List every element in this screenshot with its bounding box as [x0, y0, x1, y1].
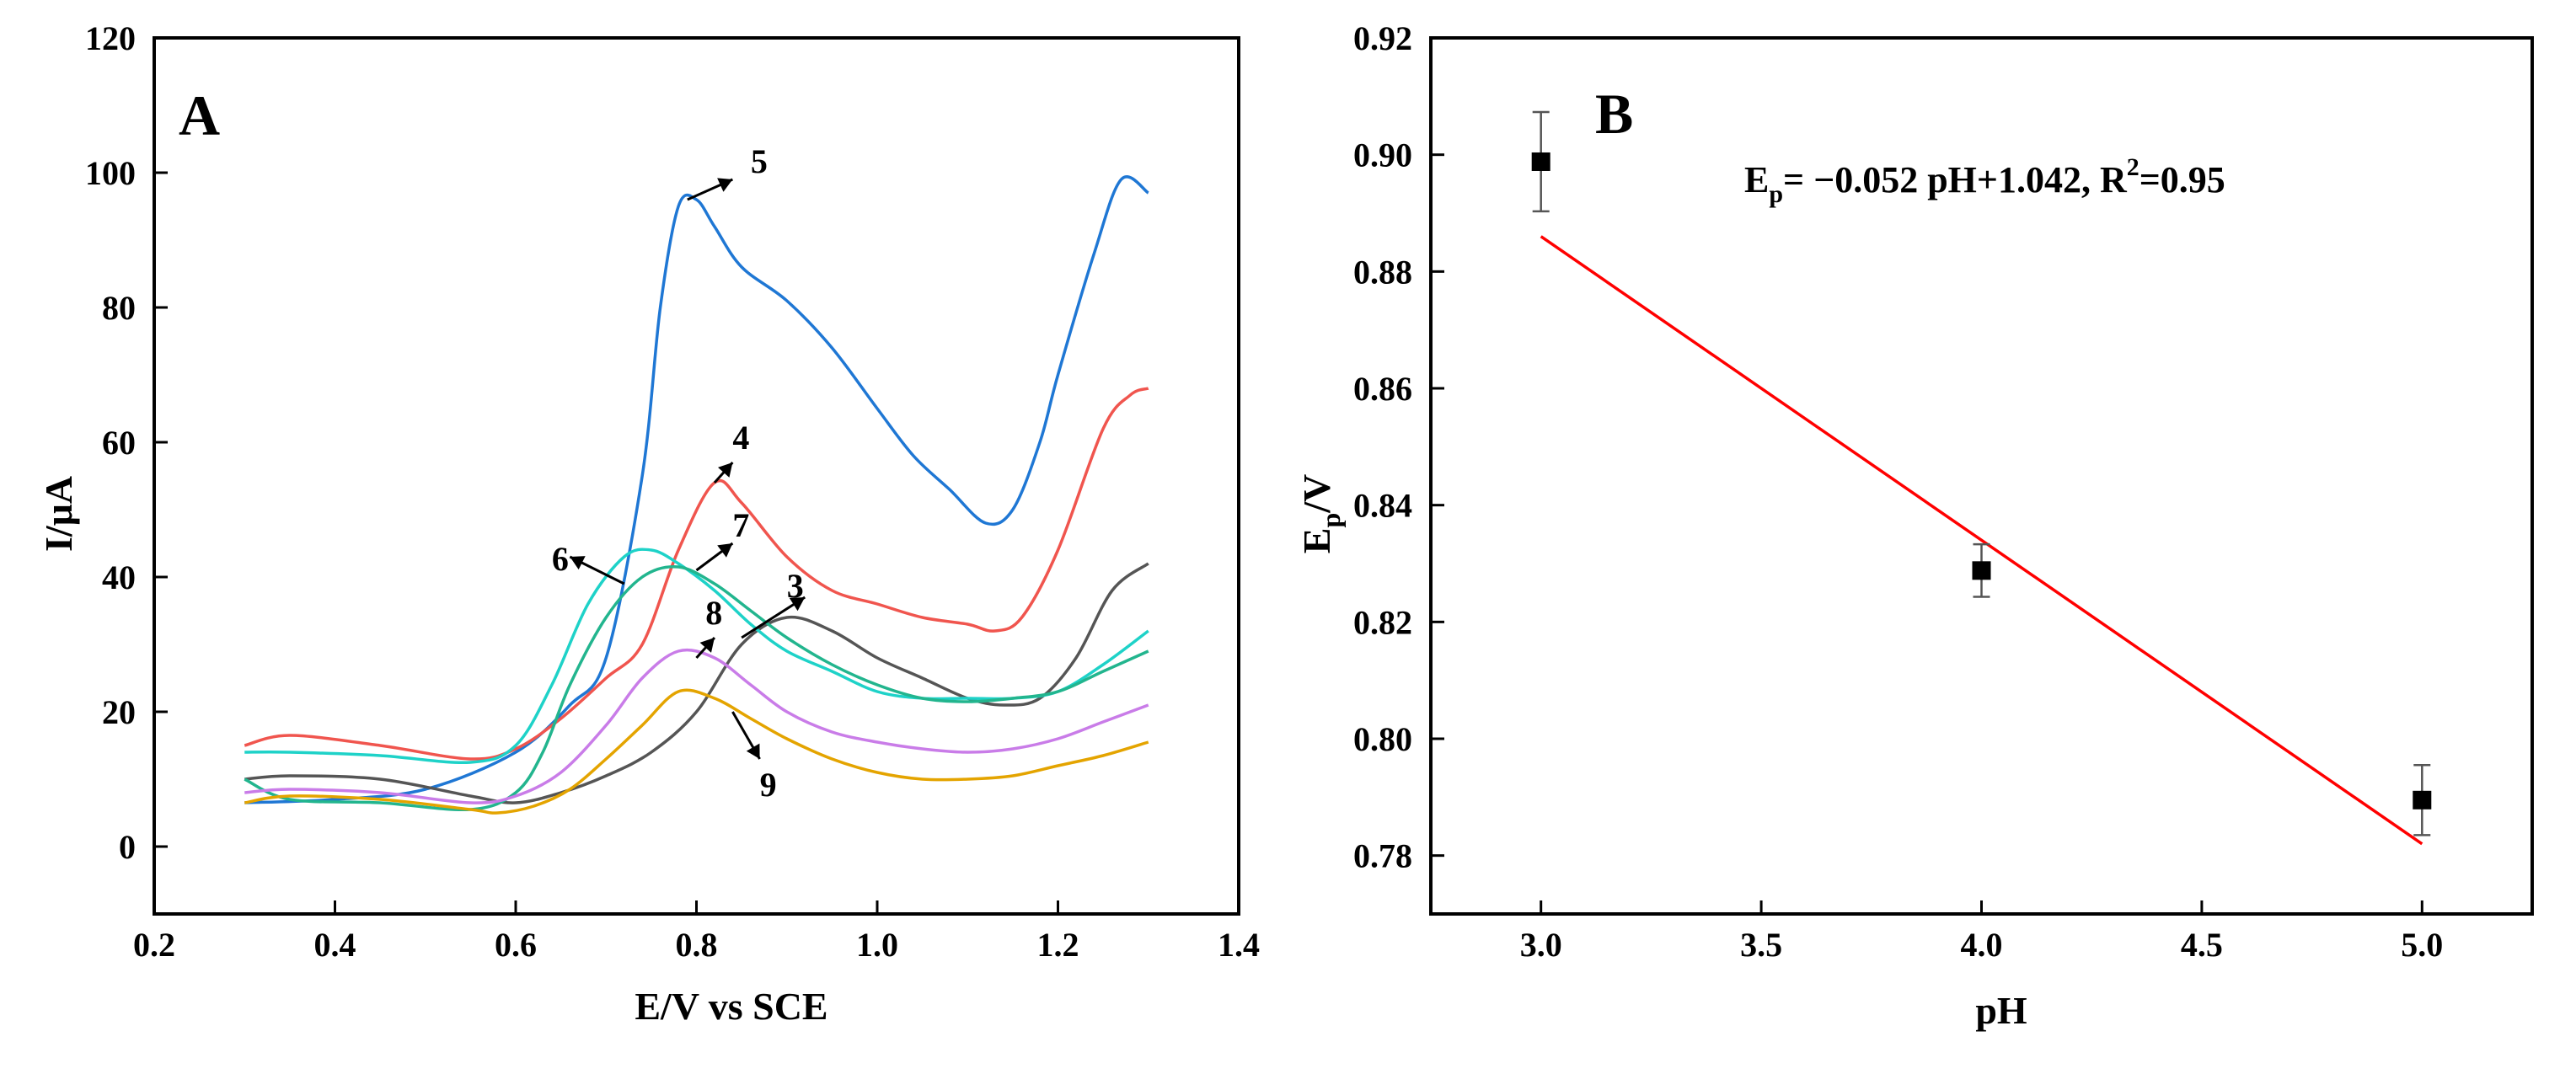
- series-3-line: [244, 562, 1149, 804]
- eq-sub: p: [1769, 180, 1783, 208]
- eq-tail: =0.95: [2140, 159, 2225, 200]
- x-tick-label: 1.2: [1037, 926, 1079, 964]
- panel-b-xlabel: pH: [1975, 989, 2027, 1032]
- x-tick-label: 4.5: [2181, 926, 2223, 964]
- series-9-label: 9: [760, 766, 777, 804]
- y-tick-label: 120: [85, 19, 136, 57]
- eq-main: E: [1744, 159, 1769, 200]
- y-tick-label: 40: [102, 558, 136, 596]
- series-9-arrowhead: [746, 743, 760, 759]
- series-5-line: [244, 175, 1149, 804]
- series-4-arrowhead: [718, 462, 733, 478]
- panel-a-frame: [153, 36, 1240, 916]
- series-6-arrowhead: [570, 556, 586, 570]
- panel-b-ticks: 3.0 3.5 4.0 4.5 5.0 0.78 0.80 0.82 0.84 0.86 0.88 0…: [1353, 19, 2443, 964]
- panel-a-curve-labels: 5 4 3 6 7 8 9: [552, 142, 806, 804]
- y-tick-label: 0.86: [1353, 370, 1412, 408]
- y-tick-label: 60: [102, 424, 136, 462]
- y-tick-label: 0.88: [1353, 253, 1412, 291]
- data-point: [2413, 790, 2432, 810]
- x-tick-label: 1.0: [856, 926, 898, 964]
- series-7-line: [244, 564, 1149, 812]
- series-5-label: 5: [751, 142, 768, 180]
- series-4-line: [244, 387, 1149, 761]
- ylabel-tail: /V: [1295, 474, 1338, 514]
- y-tick-label: 20: [102, 693, 136, 731]
- series-6-label: 6: [552, 540, 569, 578]
- y-tick-label: 80: [102, 289, 136, 327]
- ylabel-main: E: [1295, 528, 1338, 554]
- x-tick-label: 0.2: [133, 926, 175, 964]
- panel-b-ylabel: Ep/V: [1295, 474, 1346, 553]
- series-8-label: 8: [705, 594, 722, 632]
- x-tick-label: 3.0: [1520, 926, 1562, 964]
- x-tick-label: 0.8: [676, 926, 718, 964]
- panel-a-ticks: 0.2 0.4 0.6 0.8 1.0 1.2 1.4 0 20 40 60 80 100 120: [85, 19, 1260, 964]
- x-tick-label: 3.5: [1740, 926, 1782, 964]
- panel-a-series: [244, 175, 1149, 815]
- series-7-arrowhead: [717, 543, 733, 558]
- x-tick-label: 4.0: [1961, 926, 2003, 964]
- eq-mid: = −0.052 pH+1.042, R: [1783, 159, 2128, 200]
- panel-a-letter: A: [179, 83, 220, 147]
- x-tick-label: 0.6: [495, 926, 537, 964]
- series-4-label: 4: [732, 419, 749, 457]
- series-3-arrowhead: [789, 597, 806, 612]
- x-tick-label: 0.4: [314, 926, 356, 964]
- panel-a-xlabel: E/V vs SCE: [635, 985, 827, 1028]
- y-tick-label: 0.84: [1353, 487, 1412, 525]
- panel-b-points: [1531, 110, 2432, 836]
- panel-b: 3.0 3.5 4.0 4.5 5.0 0.78 0.80 0.82 0.84 0.86 0.88 0…: [1295, 19, 2534, 1032]
- y-tick-label: 0: [119, 828, 136, 866]
- data-point: [1972, 561, 1991, 580]
- panel-b-fit: [1540, 235, 2423, 846]
- x-tick-label: 1.4: [1218, 926, 1260, 964]
- y-tick-label: 0.92: [1353, 19, 1412, 57]
- y-tick-label: 0.82: [1353, 603, 1412, 641]
- panel-a-ylabel: I/μA: [37, 476, 80, 552]
- series-8-line: [244, 648, 1149, 804]
- series-8-arrowhead: [699, 638, 715, 653]
- ylabel-sub: p: [1315, 513, 1346, 528]
- x-tick-label: 5.0: [2401, 926, 2443, 964]
- eq-sup: 2: [2127, 153, 2140, 181]
- y-tick-label: 0.90: [1353, 136, 1412, 174]
- series-7-label: 7: [732, 506, 749, 544]
- series-5-arrowhead: [717, 178, 733, 192]
- y-tick-label: 0.78: [1353, 837, 1412, 875]
- panel-b-letter: B: [1595, 82, 1633, 146]
- y-tick-label: 100: [85, 154, 136, 192]
- series-6-line: [244, 548, 1149, 765]
- data-point: [1531, 152, 1550, 171]
- fit-line: [1540, 235, 2423, 846]
- series-9-line: [244, 688, 1149, 815]
- fit-equation: Ep= −0.052 pH+1.042, R2=0.95: [1744, 153, 2225, 208]
- panel-a: 0.2 0.4 0.6 0.8 1.0 1.2 1.4 0 20 40 60 80 100 120 5 4 3…: [37, 19, 1260, 1028]
- series-3-label: 3: [787, 567, 804, 605]
- y-tick-label: 0.80: [1353, 720, 1412, 758]
